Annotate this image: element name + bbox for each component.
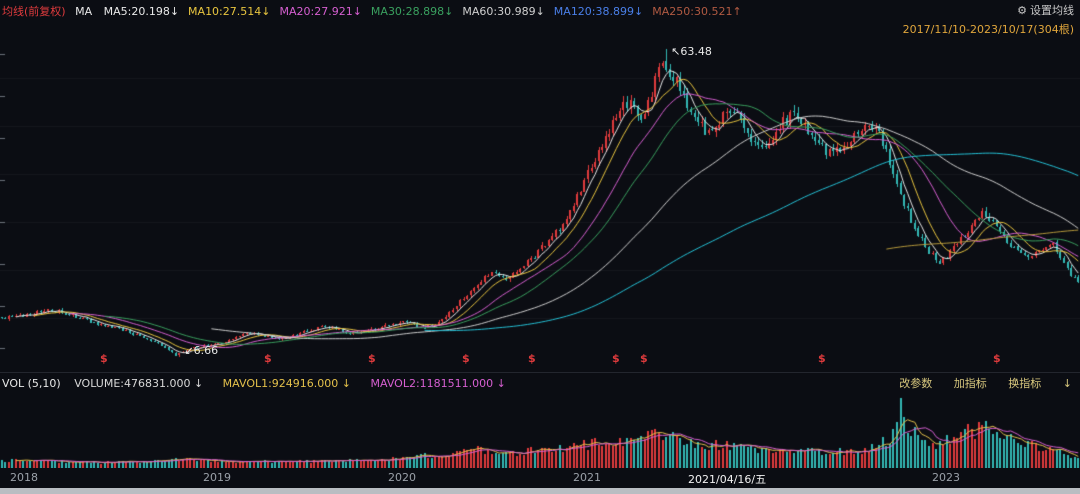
volume-header: VOL (5,10) VOLUME:476831.000 ↓ MAVOL1:92…	[0, 372, 1080, 394]
volume-pane	[0, 394, 1080, 468]
chart-header: 均线(前复权) MA MA5:20.198↓ MA10:27.514↓ MA20:2…	[0, 0, 1080, 36]
arrow-down-left-icon: ↙	[184, 344, 194, 357]
mavol2-readout: MAVOL2:1181511.000 ↓	[370, 377, 506, 390]
ma-readout-ma120: MA120:38.899↓	[553, 5, 644, 18]
dividend-icon[interactable]: $	[100, 352, 108, 365]
dividend-icon[interactable]: $	[368, 352, 376, 365]
x-axis-label: 2021/04/16/五	[688, 473, 767, 486]
ma-settings-label: 设置均线	[1030, 4, 1074, 17]
volume-readout: VOLUME:476831.000 ↓	[74, 377, 204, 390]
x-axis-label: 2019	[203, 471, 231, 484]
volume-readouts: VOL (5,10) VOLUME:476831.000 ↓ MAVOL1:92…	[2, 373, 522, 394]
candlestick-chart-canvas[interactable]	[0, 30, 1080, 366]
high-price-value: 63.48	[680, 45, 712, 59]
ma-readout-ma20: MA20:27.921↓	[279, 5, 362, 18]
ma-readout-ma5: MA5:20.198↓	[103, 5, 180, 18]
volume-indicator-label: VOL (5,10)	[2, 377, 61, 390]
dividend-icon[interactable]: $	[818, 352, 826, 365]
dividend-icon[interactable]: $	[612, 352, 620, 365]
ma-readout-ma30: MA30:28.898↓	[370, 5, 454, 18]
change-params-button[interactable]: 改参数	[899, 377, 933, 390]
x-axis-label: 2021	[573, 471, 601, 484]
dividend-icon[interactable]: $	[462, 352, 470, 365]
price-pane	[0, 30, 1080, 366]
mavol1-readout: MAVOL1:924916.000 ↓	[222, 377, 352, 390]
arrow-up-left-icon: ↖	[671, 45, 681, 59]
ma-readouts: MA5:20.198↓ MA10:27.514↓ MA20:27.921↓ MA30:…	[104, 5, 751, 18]
gear-icon: ⚙	[1017, 4, 1027, 17]
low-price-annotation: ↙6.66	[184, 344, 218, 357]
low-price-value: 6.66	[193, 344, 219, 357]
horizontal-scrollbar[interactable]	[0, 488, 1080, 494]
dividend-icon[interactable]: $	[528, 352, 536, 365]
adjust-mode-label[interactable]: 均线(前复权)	[2, 5, 66, 18]
high-price-annotation: ↖63.48	[671, 45, 712, 58]
switch-indicator-button[interactable]: 换指标	[1008, 377, 1042, 390]
dividend-icon[interactable]: $	[640, 352, 648, 365]
arrow-down-icon[interactable]: ↓	[1062, 377, 1072, 390]
x-axis: 2018 2019 2020 2021 2021/04/16/五 2023	[0, 471, 1080, 487]
ma-settings-button[interactable]: ⚙ 设置均线	[903, 2, 1074, 18]
ma-readout-ma10: MA10:27.514↓	[188, 5, 271, 18]
volume-chart-canvas[interactable]	[0, 394, 1080, 468]
dividend-icon[interactable]: $	[264, 352, 272, 365]
indicator-buttons: 改参数 加指标 换指标 ↓	[881, 373, 1072, 394]
x-axis-label: 2018	[10, 471, 38, 484]
dividend-icon[interactable]: $	[993, 352, 1001, 365]
ma-values-bar: 均线(前复权) MA MA5:20.198↓ MA10:27.514↓ MA20:2…	[2, 3, 751, 19]
indicator-name-label: MA	[75, 5, 93, 18]
ma-readout-ma250: MA250:30.521↑	[652, 5, 742, 18]
x-axis-label: 2023	[932, 471, 960, 484]
ma-readout-ma60: MA60:30.989↓	[462, 5, 545, 18]
x-axis-label: 2020	[388, 471, 416, 484]
add-indicator-button[interactable]: 加指标	[953, 377, 987, 390]
